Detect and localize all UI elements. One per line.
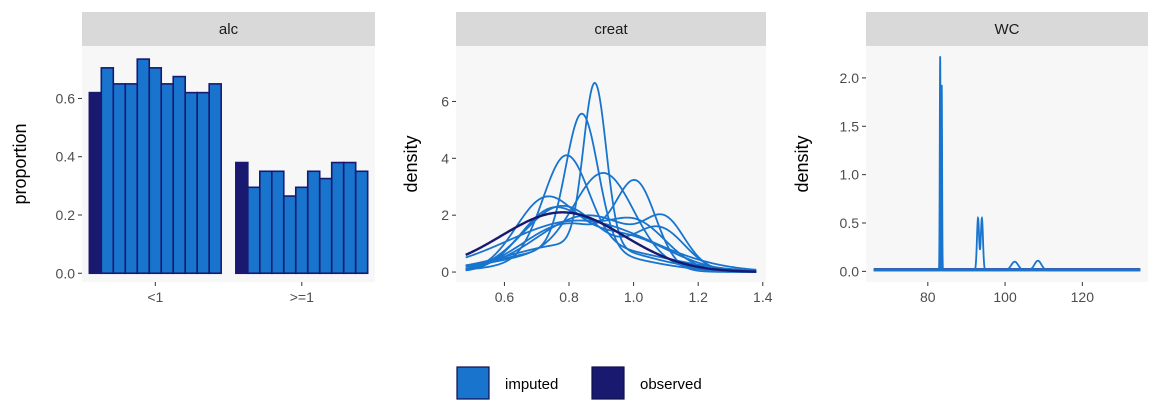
strip-alc (82, 12, 375, 46)
y-tick-label: 0.6 (56, 90, 76, 106)
panel-creat: creat 0 2 4 6 0.6 0.8 1.0 1.2 1.4 density (401, 12, 773, 305)
y-tick-label: 0.5 (840, 215, 860, 231)
y-axis-wc: 0.0 0.5 1.0 1.5 2.0 (840, 70, 866, 279)
y-tick-label: 0 (441, 264, 449, 280)
x-tick-label: >=1 (290, 289, 314, 305)
x-tick-label: 100 (993, 289, 1017, 305)
density-lines-wc (873, 56, 1141, 272)
x-tick-label: 1.0 (624, 289, 644, 305)
y-tick-label: 0.0 (56, 265, 76, 281)
y-tick-label: 1.0 (840, 167, 860, 183)
strip-label-wc: WC (995, 21, 1020, 38)
bar-observed (235, 161, 249, 275)
bar-imputed (318, 177, 333, 275)
x-tick-label: 0.8 (559, 289, 579, 305)
bar-observed (88, 91, 103, 275)
density-lines-creat (465, 81, 757, 273)
strip-wc (866, 12, 1148, 46)
x-axis-creat: 0.6 0.8 1.0 1.2 1.4 (495, 282, 773, 305)
bar-imputed (282, 195, 297, 275)
y-tick-label: 6 (441, 93, 449, 109)
bar-imputed (100, 67, 115, 275)
y-tick-label: 2.0 (840, 70, 860, 86)
bar-imputed (148, 67, 163, 275)
panel-alc: alc 0.0 0.2 0.4 0.6 <1 >=1 proportion (10, 12, 375, 305)
y-axis-creat: 0 2 4 6 (441, 93, 456, 280)
y-tick-label: 1.5 (840, 118, 860, 134)
bar-imputed (354, 170, 369, 275)
legend-label-imputed: imputed (505, 376, 558, 393)
bar-imputed (208, 83, 222, 275)
bar-imputed (172, 75, 187, 275)
y-tick-label: 4 (441, 150, 449, 166)
y-tick-label: 2 (441, 207, 449, 223)
x-tick-label: 1.2 (688, 289, 708, 305)
bar-imputed (342, 161, 357, 275)
density-line-imputed (465, 179, 757, 273)
bar-imputed (160, 83, 175, 275)
bar-imputed (270, 170, 285, 275)
y-tick-label: 0.0 (840, 263, 860, 279)
bar-imputed (124, 83, 139, 275)
density-line-imputed (465, 213, 757, 273)
strip-label-creat: creat (594, 21, 628, 38)
legend: imputed observed (456, 366, 702, 400)
y-tick-label: 0.4 (56, 149, 76, 165)
y-tick-label: 0.2 (56, 207, 76, 223)
strip-creat (456, 12, 766, 46)
plot-area-creat (456, 46, 766, 282)
x-tick-label: <1 (147, 289, 163, 305)
plot-area-wc (866, 46, 1148, 282)
strip-label-alc: alc (219, 21, 239, 38)
bar-imputed (258, 170, 273, 275)
density-line-imputed (465, 219, 757, 271)
legend-key-imputed (456, 366, 490, 400)
density-line-observed (465, 211, 757, 273)
x-tick-label: 80 (920, 289, 936, 305)
y-axis-title-creat: density (401, 135, 421, 192)
y-axis-title-alc: proportion (10, 123, 30, 204)
x-axis-wc: 80 100 120 (920, 282, 1094, 305)
x-tick-label: 1.4 (753, 289, 773, 305)
bar-imputed (247, 186, 261, 275)
bar-imputed (136, 58, 151, 275)
x-tick-label: 120 (1071, 289, 1095, 305)
y-axis-alc: 0.0 0.2 0.4 0.6 (56, 90, 82, 281)
bar-imputed (112, 83, 127, 275)
legend-label-observed: observed (640, 376, 702, 393)
legend-key-observed (591, 366, 625, 400)
bar-imputed (184, 91, 199, 275)
bar-imputed (196, 91, 210, 275)
x-tick-label: 0.6 (495, 289, 515, 305)
panel-wc: WC 0.0 0.5 1.0 1.5 2.0 80 100 120 density (792, 12, 1148, 305)
bar-imputed (330, 161, 345, 275)
bar-imputed (306, 170, 321, 275)
density-line-imputed (465, 172, 757, 273)
x-axis-alc: <1 >=1 (147, 282, 314, 305)
bar-imputed (294, 186, 309, 275)
bars-alc (88, 58, 369, 275)
y-axis-title-wc: density (792, 135, 812, 192)
